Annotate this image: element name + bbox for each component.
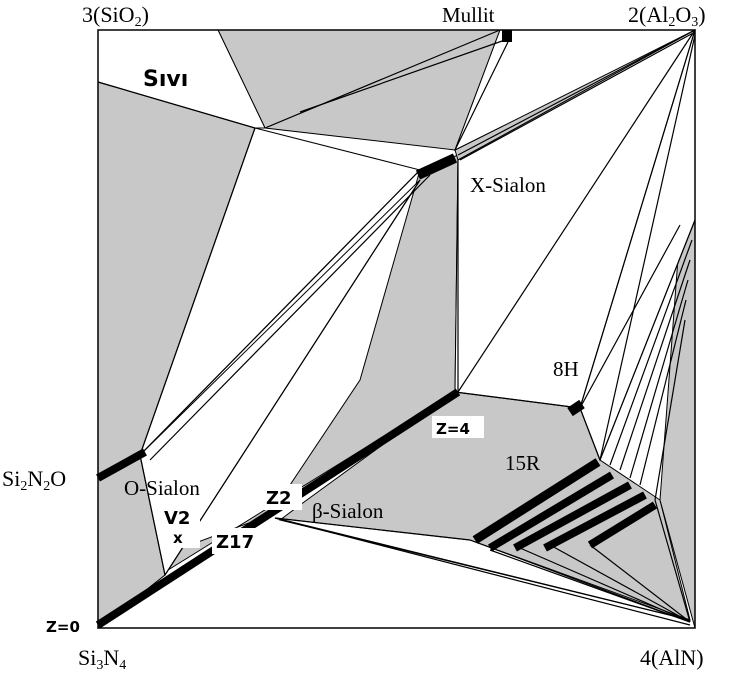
phase-label-beta-sialon: β-Sialon [312, 499, 384, 523]
svg-text:Z2: Z2 [266, 488, 292, 509]
corner-label-al2o3: 2(Al2O3) [628, 2, 706, 30]
corner-label-si3n4: Si3N4 [78, 645, 126, 673]
marker-v2: V2 x [160, 504, 200, 548]
svg-text:Z=0: Z=0 [46, 618, 80, 636]
svg-text:Z17: Z17 [216, 532, 254, 553]
phase-label-o-sialon: O-Sialon [124, 476, 200, 500]
polytype-b [513, 481, 632, 552]
corner-label-sio2: 3(SiO2) [82, 2, 149, 30]
polytype-d [587, 501, 658, 549]
corner-label-si2n2o: Si2N2O [2, 466, 66, 494]
marker-z17: Z17 [212, 528, 272, 554]
thick-lines [95, 30, 658, 629]
phase-label-sivi: Sıvı [143, 67, 188, 92]
phase-label-x-sialon: X-Sialon [470, 173, 546, 197]
diagram-frame [97, 29, 696, 629]
phase-label-8h: 8H [553, 357, 579, 381]
shaded-regions [97, 29, 696, 630]
marker-z4: Z=4 [432, 416, 484, 438]
svg-text:x: x [173, 529, 183, 547]
marker-z0: Z=0 [42, 614, 94, 636]
polytype-a [487, 471, 615, 552]
phase-label-mullit: Mullit [442, 3, 495, 27]
phase-label-15r: 15R [505, 451, 540, 475]
polytype-c [543, 491, 647, 552]
polytype-15r [472, 458, 601, 544]
tie-lines [97, 29, 696, 626]
h8-bar [567, 399, 585, 417]
svg-text:V2: V2 [164, 508, 190, 529]
corner-label-aln: 4(AlN) [640, 645, 704, 670]
svg-text:Z=4: Z=4 [436, 420, 470, 438]
si2n2o-line [96, 448, 147, 482]
marker-z2: Z2 [262, 484, 302, 510]
x-sialon-bar [415, 153, 458, 180]
